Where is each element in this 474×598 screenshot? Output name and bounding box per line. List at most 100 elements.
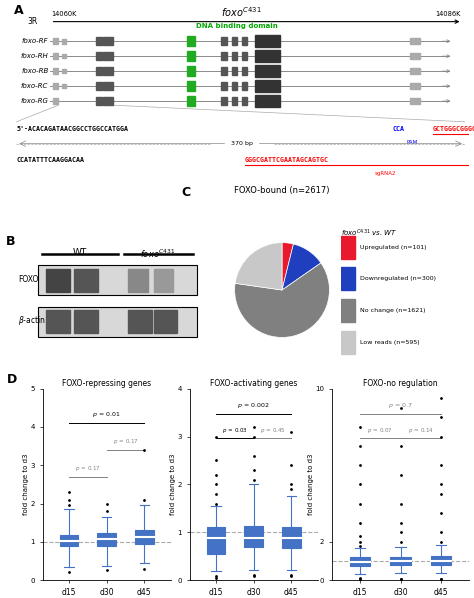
Bar: [187, 36, 195, 46]
Bar: [154, 310, 177, 333]
Bar: [341, 236, 355, 259]
Text: $p\,=\,0.7$: $p\,=\,0.7$: [388, 401, 413, 410]
Bar: [350, 557, 370, 566]
Bar: [391, 557, 410, 565]
Text: D: D: [7, 373, 17, 386]
Bar: [207, 527, 225, 554]
Bar: [255, 80, 281, 92]
Bar: [53, 38, 58, 44]
Text: foxo-RH: foxo-RH: [20, 53, 48, 59]
Text: $foxo^{C431}$: $foxo^{C431}$: [140, 248, 175, 260]
Bar: [53, 83, 58, 89]
Bar: [97, 533, 116, 545]
Text: $p\,=\,0.17$: $p\,=\,0.17$: [113, 437, 138, 446]
Bar: [232, 97, 237, 105]
Bar: [244, 526, 263, 547]
Text: $p\,=\,0.002$: $p\,=\,0.002$: [237, 401, 270, 410]
Bar: [221, 67, 227, 75]
Bar: [53, 68, 58, 74]
Bar: [232, 67, 237, 75]
Bar: [242, 67, 247, 75]
Bar: [135, 530, 154, 544]
Bar: [282, 527, 301, 548]
Bar: [221, 97, 227, 105]
FancyBboxPatch shape: [38, 307, 197, 337]
Bar: [410, 68, 420, 74]
Text: Downregulated (n=300): Downregulated (n=300): [360, 276, 436, 282]
Text: GCTGGGCGGGGATCTGCCCC: GCTGGGCGGGGATCTGCCCC: [433, 126, 474, 132]
Bar: [103, 67, 113, 75]
Bar: [103, 52, 113, 60]
Bar: [62, 69, 65, 74]
Bar: [96, 67, 101, 75]
FancyBboxPatch shape: [38, 266, 197, 295]
Text: CCATATTTCAAGGACAA: CCATATTTCAAGGACAA: [17, 157, 84, 163]
Text: CCA: CCA: [392, 126, 404, 132]
Text: foxo-RC: foxo-RC: [21, 83, 48, 89]
Bar: [242, 37, 247, 45]
Bar: [74, 269, 98, 292]
Title: FOXO-activating genes: FOXO-activating genes: [210, 379, 297, 388]
Bar: [62, 39, 65, 44]
Text: $p\,=\,0.07$: $p\,=\,0.07$: [367, 426, 393, 435]
Y-axis label: fold change to d3: fold change to d3: [23, 454, 29, 515]
Bar: [96, 37, 101, 45]
Bar: [187, 66, 195, 76]
Text: FOXO-bound (n=2617): FOXO-bound (n=2617): [234, 186, 330, 195]
Bar: [255, 50, 281, 62]
Text: Low reads (n=595): Low reads (n=595): [360, 340, 419, 344]
Text: $p\,=\,0.14$: $p\,=\,0.14$: [408, 426, 434, 435]
Wedge shape: [235, 263, 329, 337]
Bar: [255, 65, 281, 77]
Bar: [103, 97, 113, 105]
Text: C: C: [181, 186, 191, 199]
Bar: [96, 97, 101, 105]
Bar: [154, 269, 173, 292]
Bar: [255, 35, 281, 47]
Y-axis label: fold change to d3: fold change to d3: [308, 454, 314, 515]
Text: $p\,=\,0.45$: $p\,=\,0.45$: [259, 426, 285, 435]
Text: foxo-RG: foxo-RG: [20, 98, 48, 104]
Bar: [242, 52, 247, 60]
Bar: [53, 53, 58, 59]
Bar: [232, 37, 237, 45]
Bar: [242, 97, 247, 105]
Bar: [96, 52, 101, 60]
Text: $p\,=\,0.03$: $p\,=\,0.03$: [222, 426, 248, 435]
Text: B: B: [6, 235, 16, 248]
Bar: [341, 299, 355, 322]
Bar: [232, 82, 237, 90]
Text: 370 bp: 370 bp: [231, 141, 253, 146]
Title: FOXO-no regulation: FOXO-no regulation: [363, 379, 438, 388]
Bar: [128, 310, 152, 333]
Bar: [410, 38, 420, 44]
Text: $foxo^{C431}$ vs. WT: $foxo^{C431}$ vs. WT: [341, 227, 398, 239]
Bar: [221, 37, 227, 45]
Bar: [255, 95, 281, 107]
Text: PAM: PAM: [407, 140, 418, 145]
Text: 5'-ACACAGATAACGGCCTGGCCATGGA: 5'-ACACAGATAACGGCCTGGCCATGGA: [17, 126, 128, 132]
Text: $p\,=\,0.01$: $p\,=\,0.01$: [92, 410, 121, 419]
Text: GGGCGATTCGAATAGCAGTGC: GGGCGATTCGAATAGCAGTGC: [245, 157, 328, 163]
Text: DNA binding domain: DNA binding domain: [196, 23, 278, 29]
Bar: [187, 81, 195, 91]
Bar: [74, 310, 98, 333]
Text: Upregulated (n=101): Upregulated (n=101): [360, 245, 426, 250]
Bar: [103, 37, 113, 45]
Text: $p\,=\,0.17$: $p\,=\,0.17$: [75, 464, 100, 473]
Text: 14060K: 14060K: [52, 11, 77, 17]
Bar: [242, 82, 247, 90]
Bar: [410, 53, 420, 59]
Text: 3R: 3R: [28, 17, 38, 26]
Bar: [187, 96, 195, 106]
Bar: [60, 535, 78, 547]
Text: $\beta$-actin: $\beta$-actin: [18, 314, 46, 327]
Text: sgRNA2: sgRNA2: [375, 171, 396, 176]
Bar: [431, 556, 451, 565]
Wedge shape: [235, 243, 282, 290]
Text: $foxo^{C431}$: $foxo^{C431}$: [221, 5, 262, 19]
Bar: [221, 52, 227, 60]
Text: WT: WT: [73, 248, 87, 257]
Text: foxo-RF: foxo-RF: [22, 38, 48, 44]
Bar: [410, 83, 420, 89]
